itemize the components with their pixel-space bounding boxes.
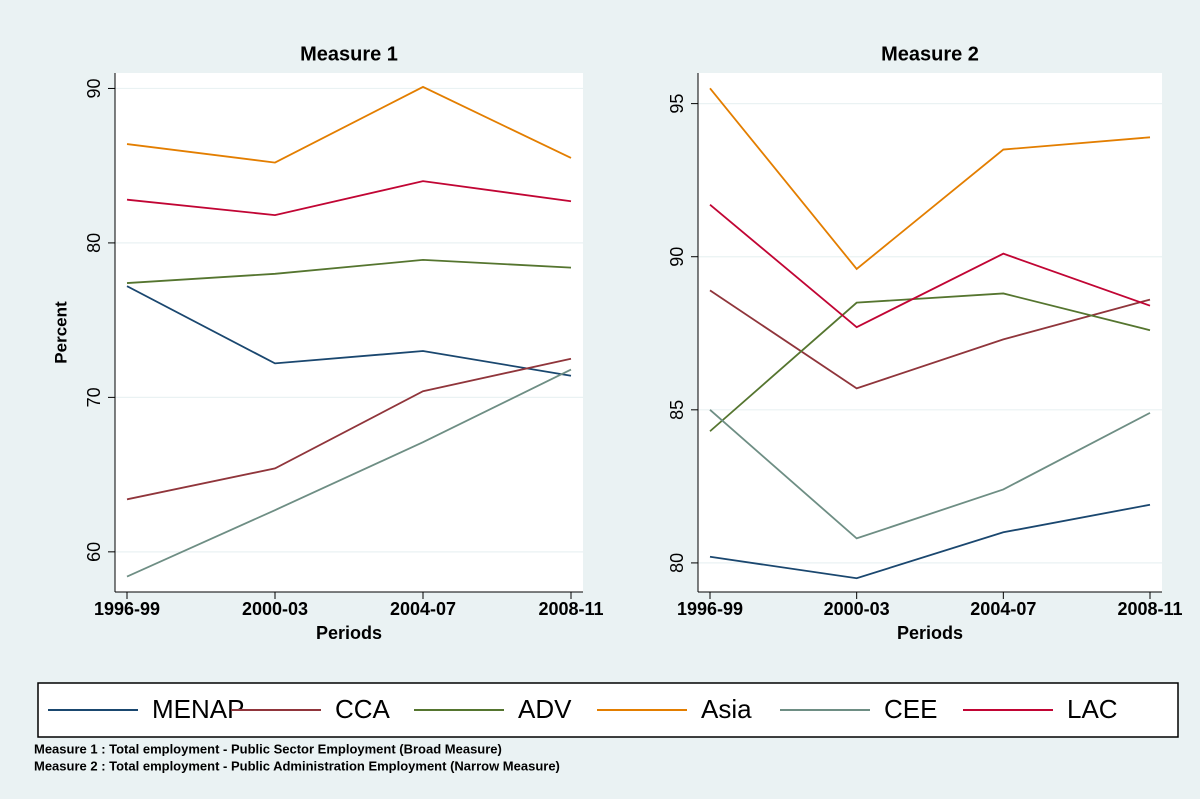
series-line: [709, 203, 1151, 329]
note: Measure 2 : Total employment - Public Ad…: [34, 758, 560, 773]
x-tick-label: 1996-99: [677, 599, 743, 619]
plot-area: [698, 73, 1162, 592]
plot-area: [115, 73, 583, 592]
note: Measure 1 : Total employment - Public Se…: [34, 741, 502, 756]
x-tick-label: 2000-03: [824, 599, 890, 619]
series-line: [126, 85, 572, 164]
x-tick-label: 2004-07: [970, 599, 1036, 619]
series-line: [126, 357, 572, 501]
series-line: [709, 292, 1151, 432]
series-line: [126, 285, 572, 377]
x-tick-label: 2000-03: [242, 599, 308, 619]
x-axis-title: Periods: [897, 623, 963, 643]
y-tick-label: 80: [667, 553, 687, 573]
x-tick-label: 1996-99: [94, 599, 160, 619]
y-tick-label: 85: [667, 400, 687, 420]
y-tick-label: 90: [667, 247, 687, 267]
y-tick-label: 95: [667, 94, 687, 114]
x-tick-label: 2008-11: [1117, 599, 1182, 619]
x-tick-label: 2004-07: [390, 599, 456, 619]
series-line: [126, 258, 572, 284]
series-line: [126, 368, 572, 578]
y-tick-label: 60: [84, 542, 104, 562]
legend-label: Asia: [701, 694, 752, 724]
y-tick-label: 80: [84, 233, 104, 253]
legend-label: LAC: [1067, 694, 1118, 724]
chart-title: Measure 2: [881, 43, 979, 65]
series-line: [709, 503, 1151, 580]
y-axis-title: Percent: [51, 301, 70, 364]
legend-label: CEE: [884, 694, 937, 724]
chart-title: Measure 1: [300, 43, 398, 65]
series-line: [709, 289, 1151, 390]
y-tick-label: 70: [84, 387, 104, 407]
x-tick-label: 2008-11: [538, 599, 603, 619]
series-line: [126, 180, 572, 217]
x-axis-title: Periods: [316, 623, 382, 643]
series-line: [709, 409, 1151, 540]
legend-label: CCA: [335, 694, 391, 724]
legend-label: MENAP: [152, 694, 244, 724]
y-tick-label: 90: [84, 78, 104, 98]
legend-label: ADV: [518, 694, 572, 724]
series-line: [709, 87, 1151, 271]
